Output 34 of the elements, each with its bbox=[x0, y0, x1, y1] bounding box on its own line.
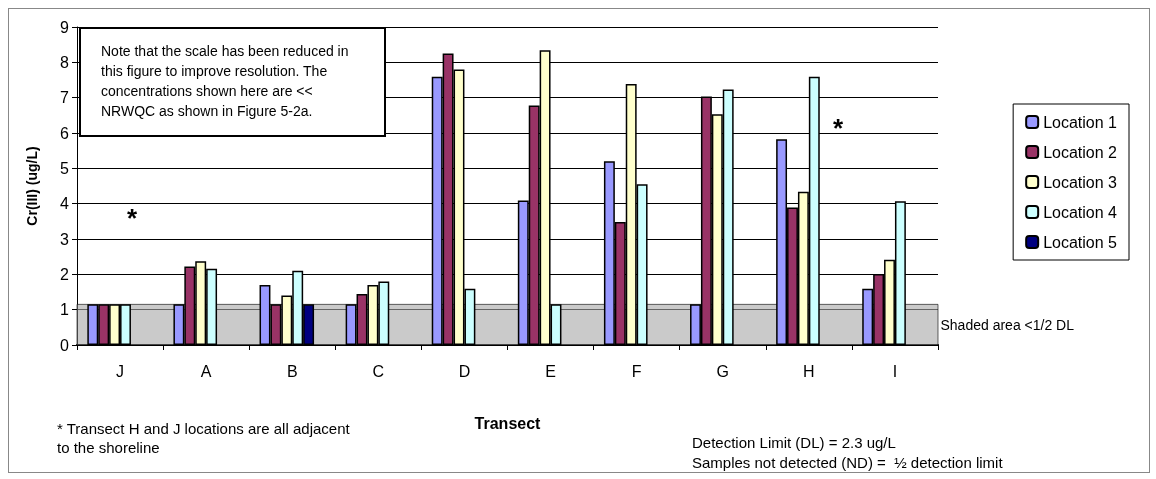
x-tick-label: E bbox=[545, 362, 556, 380]
annotation: * bbox=[127, 203, 138, 233]
y-tick-label: 8 bbox=[60, 53, 70, 71]
y-tick-label: 9 bbox=[60, 18, 70, 36]
y-tick-label: 5 bbox=[60, 159, 70, 177]
x-tick-label: B bbox=[286, 362, 298, 380]
x-tick-label: C bbox=[372, 362, 385, 380]
note-box: Note that the scale has been reduced in this figure to improve resolution. The concentrations shown here are << NRWQC as shown in Figure 5-2a. bbox=[79, 27, 386, 137]
y-tick-label: 6 bbox=[60, 124, 70, 142]
legend-label: Location 3 bbox=[1043, 173, 1118, 191]
text: Detection Limit (DL) = 2.3 ug/L bbox=[692, 434, 896, 451]
x-tick-label: I bbox=[892, 362, 898, 380]
legend-label: Location 5 bbox=[1043, 233, 1118, 251]
x-tick-label: G bbox=[716, 362, 729, 380]
legend-label: Location 2 bbox=[1043, 143, 1118, 161]
band-label: Shaded area <1/2 DL bbox=[940, 316, 1075, 333]
x-tick-label: J bbox=[116, 362, 125, 380]
y-tick-label: 4 bbox=[60, 195, 70, 213]
x-tick-label: H bbox=[803, 362, 815, 380]
x-tick-label: F bbox=[631, 362, 642, 380]
legend-label: Location 1 bbox=[1043, 113, 1118, 131]
text: * Transect H and J locations are all adjacent to the shoreline bbox=[57, 420, 354, 456]
y-tick-label: 7 bbox=[60, 89, 70, 107]
y-tick-label: 1 bbox=[60, 301, 70, 319]
y-tick-label: 2 bbox=[60, 265, 70, 283]
legend-label: Location 4 bbox=[1043, 203, 1118, 221]
x-tick-label: A bbox=[200, 362, 212, 380]
annotation: * bbox=[833, 113, 844, 143]
x-tick-label: D bbox=[458, 362, 471, 380]
text: Samples not detected (ND) = ½ detection limit bbox=[692, 454, 1004, 471]
y-tick-label: 0 bbox=[60, 336, 70, 354]
y-axis-title: Cr(III) (ug/L) bbox=[24, 146, 40, 226]
y-tick-label: 3 bbox=[60, 230, 70, 248]
x-axis-title: Transect bbox=[474, 414, 542, 432]
